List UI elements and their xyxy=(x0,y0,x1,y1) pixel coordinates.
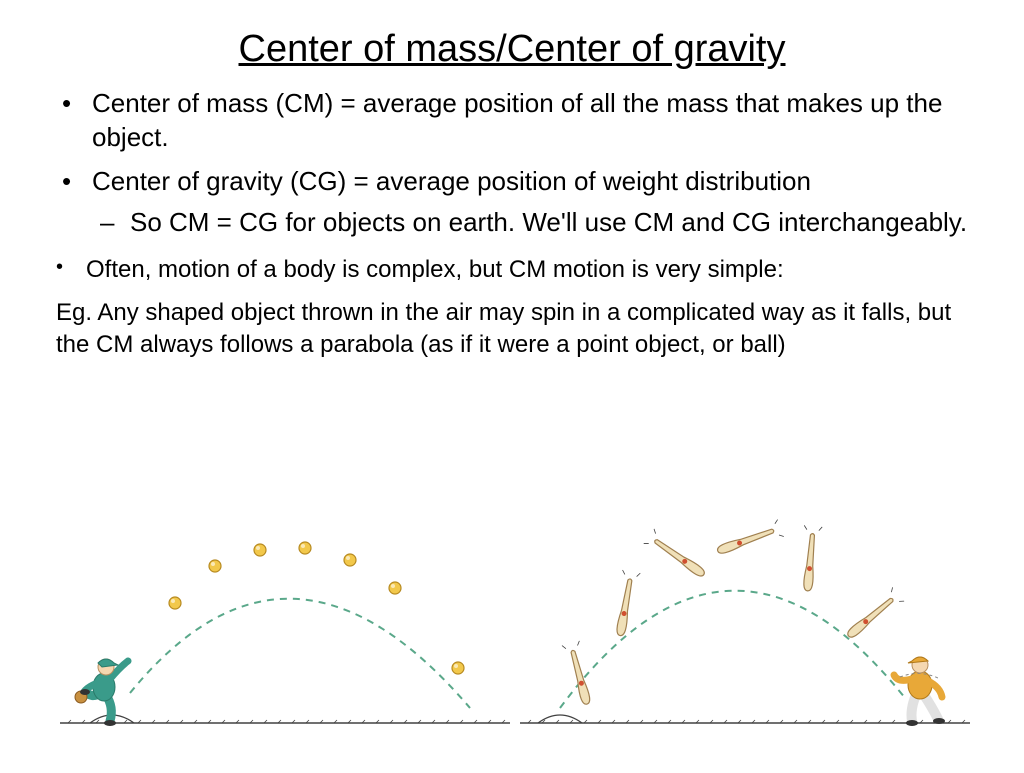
figure-svg xyxy=(0,508,1024,768)
slide-content: Center of mass (CM) = average position o… xyxy=(0,87,1024,360)
bullet-cg-definition: Center of gravity (CG) = average positio… xyxy=(56,165,978,241)
trajectory-figure xyxy=(0,508,1024,768)
main-bullet-list: Center of mass (CM) = average position o… xyxy=(56,87,978,240)
sub-bullet-cm-cg-equal: So CM = CG for objects on earth. We'll u… xyxy=(92,206,978,240)
bullet-cm-definition: Center of mass (CM) = average position o… xyxy=(56,87,978,155)
bullet-motion-complex: Often, motion of a body is complex, but … xyxy=(56,254,978,285)
bullet-cg-text: Center of gravity (CG) = average positio… xyxy=(92,166,811,196)
slide-title: Center of mass/Center of gravity xyxy=(0,0,1024,87)
sub-bullet-list: So CM = CG for objects on earth. We'll u… xyxy=(92,206,978,240)
example-paragraph: Eg. Any shaped object thrown in the air … xyxy=(56,297,978,359)
secondary-bullet-list: Often, motion of a body is complex, but … xyxy=(56,254,978,285)
